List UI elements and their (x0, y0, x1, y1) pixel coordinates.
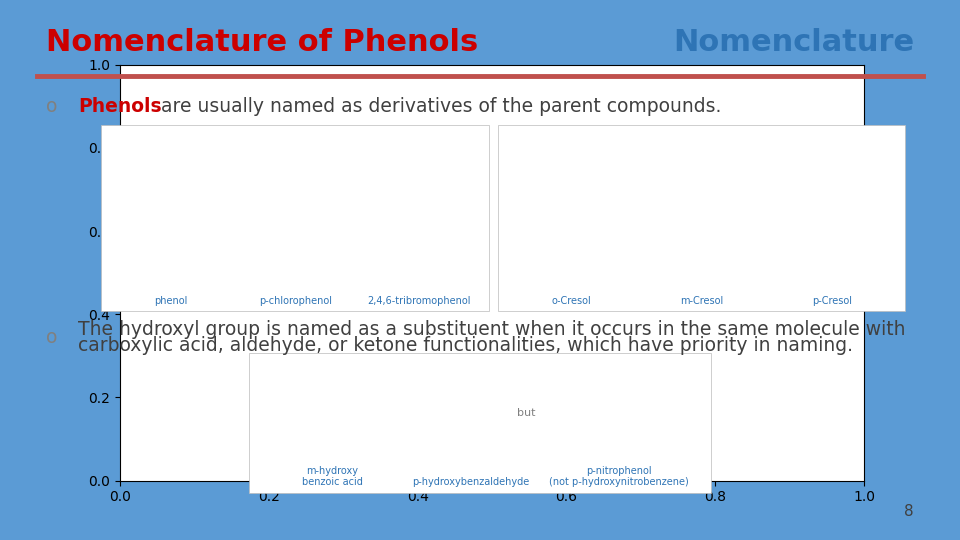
Text: p-Cresol: p-Cresol (811, 296, 852, 306)
Text: m-Cresol: m-Cresol (680, 296, 723, 306)
FancyBboxPatch shape (102, 125, 490, 312)
Text: m-hydroxy
benzoic acid: m-hydroxy benzoic acid (301, 465, 363, 487)
Text: Nomenclature of Phenols: Nomenclature of Phenols (46, 29, 478, 57)
Text: phenol: phenol (155, 296, 188, 306)
Text: o-Cresol: o-Cresol (552, 296, 591, 306)
Text: p-nitrophenol
(not p-hydroxynitrobenzene): p-nitrophenol (not p-hydroxynitrobenzene… (549, 465, 688, 487)
FancyBboxPatch shape (498, 125, 905, 312)
Text: The hydroxyl group is named as a substituent when it occurs in the same molecule: The hydroxyl group is named as a substit… (79, 320, 906, 339)
Text: carboxylic acid, aldehyde, or ketone functionalities, which have priority in nam: carboxylic acid, aldehyde, or ketone fun… (79, 336, 853, 355)
Text: o: o (46, 97, 58, 116)
Text: Nomenclature: Nomenclature (673, 29, 914, 57)
Text: p-hydroxybenzaldehyde: p-hydroxybenzaldehyde (412, 477, 529, 487)
FancyBboxPatch shape (250, 353, 710, 493)
Text: are usually named as derivatives of the parent compounds.: are usually named as derivatives of the … (155, 97, 721, 116)
Text: 2,4,6-tribromophenol: 2,4,6-tribromophenol (368, 296, 471, 306)
Text: Phenols: Phenols (79, 97, 162, 116)
Text: but: but (516, 408, 536, 418)
Text: 8: 8 (904, 504, 914, 519)
Text: p-chlorophenol: p-chlorophenol (259, 296, 332, 306)
Text: o: o (46, 328, 58, 347)
